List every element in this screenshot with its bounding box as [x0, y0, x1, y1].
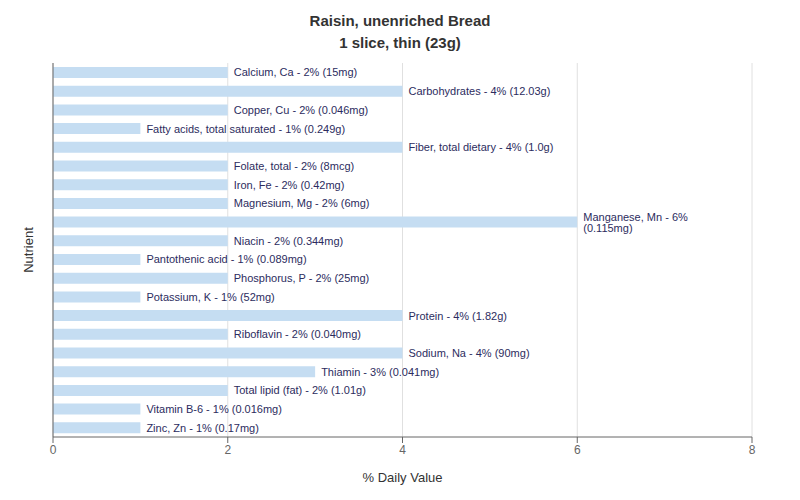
svg-text:Fatty acids, total saturated -: Fatty acids, total saturated - 1% (0.249…: [146, 123, 345, 135]
svg-text:Iron, Fe - 2% (0.42mg): Iron, Fe - 2% (0.42mg): [234, 179, 345, 191]
svg-text:Total lipid (fat) - 2% (1.01g): Total lipid (fat) - 2% (1.01g): [234, 384, 366, 396]
svg-text:Pantothenic acid - 1% (0.089mg: Pantothenic acid - 1% (0.089mg): [146, 253, 306, 265]
svg-text:8: 8: [749, 443, 756, 457]
svg-text:Zinc, Zn - 1% (0.17mg): Zinc, Zn - 1% (0.17mg): [146, 422, 258, 434]
svg-text:6: 6: [574, 443, 581, 457]
svg-text:Thiamin - 3% (0.041mg): Thiamin - 3% (0.041mg): [321, 366, 439, 378]
svg-text:Carbohydrates - 4% (12.03g): Carbohydrates - 4% (12.03g): [409, 85, 551, 97]
svg-text:Copper, Cu - 2% (0.046mg): Copper, Cu - 2% (0.046mg): [234, 104, 369, 116]
svg-text:Potassium, K - 1% (52mg): Potassium, K - 1% (52mg): [146, 291, 274, 303]
svg-text:Niacin - 2% (0.344mg): Niacin - 2% (0.344mg): [234, 235, 343, 247]
html-text:Raisin, unenriched Bread 1 sli: Raisin, unenriched Bread 1 slice, thin (…: [309, 12, 491, 51]
svg-text:4: 4: [399, 443, 406, 457]
svg-text:Manganese, Mn - 6%(0.115mg): Manganese, Mn - 6%(0.115mg): [583, 211, 688, 234]
svg-text:Phosphorus, P - 2% (25mg): Phosphorus, P - 2% (25mg): [234, 272, 370, 284]
svg-text:Riboflavin - 2% (0.040mg): Riboflavin - 2% (0.040mg): [234, 328, 361, 340]
svg-text:Sodium, Na - 4% (90mg): Sodium, Na - 4% (90mg): [409, 347, 530, 359]
svg-text:Nutrient: Nutrient: [21, 227, 36, 273]
svg-text:2: 2: [224, 443, 231, 457]
svg-text:0: 0: [50, 443, 57, 457]
svg-text:Fiber, total dietary - 4% (1.0: Fiber, total dietary - 4% (1.0g): [409, 141, 554, 153]
svg-text:Calcium, Ca - 2% (15mg): Calcium, Ca - 2% (15mg): [234, 66, 357, 78]
svg-text:Protein - 4% (1.82g): Protein - 4% (1.82g): [409, 310, 507, 322]
svg-text:% Daily Value: % Daily Value: [363, 470, 443, 485]
svg-text:Vitamin B-6 - 1% (0.016mg): Vitamin B-6 - 1% (0.016mg): [146, 403, 282, 415]
svg-text:Magnesium, Mg - 2% (6mg): Magnesium, Mg - 2% (6mg): [234, 197, 370, 209]
svg-text:Folate, total - 2% (8mcg): Folate, total - 2% (8mcg): [234, 160, 354, 172]
